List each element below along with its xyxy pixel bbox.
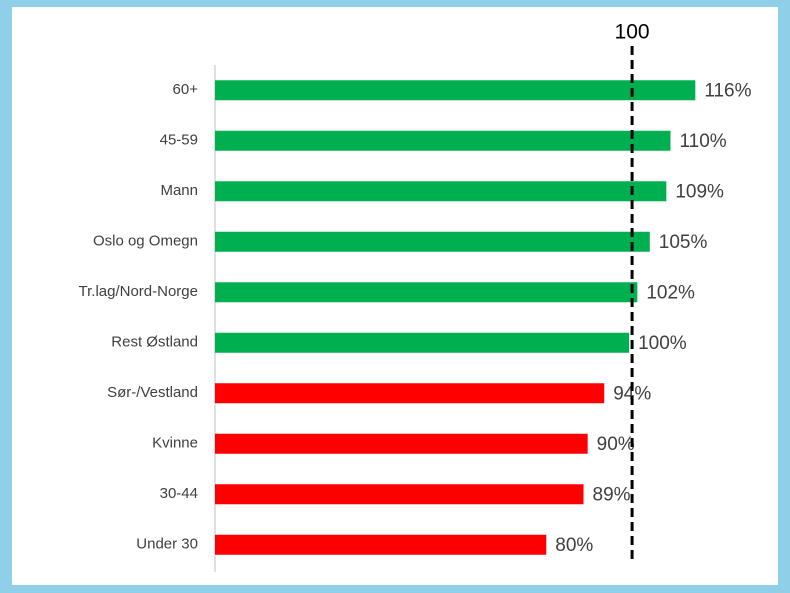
category-label: 30-44 [160, 485, 198, 502]
category-label: Oslo og Omegn [93, 233, 198, 250]
category-label: Rest Østland [111, 334, 198, 351]
value-label: 116% [704, 80, 751, 101]
bar [215, 181, 667, 202]
category-label: 45-59 [160, 132, 198, 149]
bar [215, 383, 605, 404]
value-label: 100% [638, 333, 687, 354]
category-label: Under 30 [136, 536, 198, 553]
bar [215, 534, 547, 555]
category-label: 60+ [173, 81, 199, 98]
category-label: Tr.lag/Nord-Norge [79, 283, 199, 300]
value-label: 94% [613, 383, 651, 404]
value-label: 102% [646, 282, 695, 303]
bar [215, 130, 671, 151]
value-label: 109% [675, 181, 724, 202]
bar [215, 231, 650, 252]
value-label: 110% [679, 131, 726, 152]
category-label: Mann [160, 182, 198, 199]
bar [215, 332, 630, 353]
value-label: 90% [597, 434, 635, 455]
value-label: 89% [593, 484, 631, 505]
bar [215, 433, 588, 454]
category-label: Kvinne [152, 435, 198, 452]
bar [215, 80, 696, 101]
category-label: Sør-/Vestland [107, 384, 198, 401]
reference-label: 100 [615, 21, 650, 44]
value-label: 105% [659, 232, 708, 253]
bar [215, 484, 584, 505]
value-label: 80% [555, 535, 593, 556]
bar [215, 282, 638, 303]
